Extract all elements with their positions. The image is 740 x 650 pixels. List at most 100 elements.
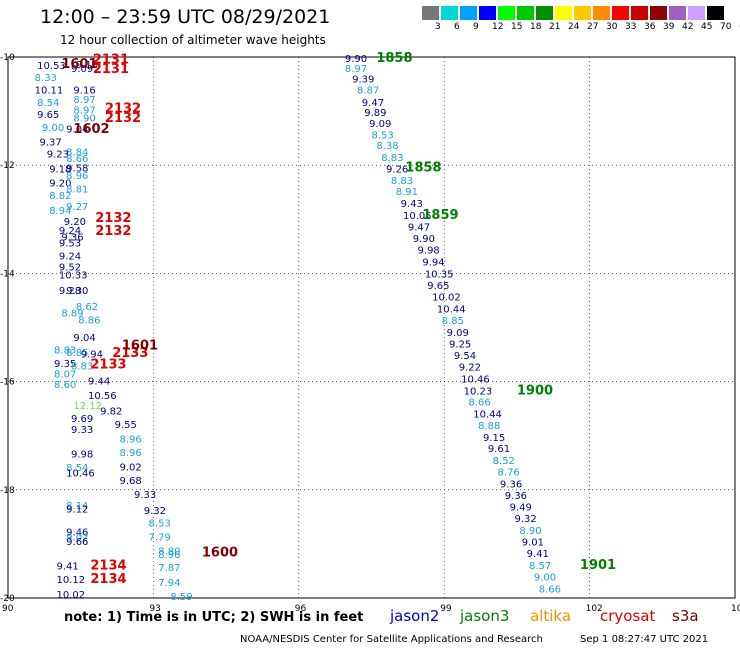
time-label: 2134 bbox=[90, 559, 126, 574]
wave-height-value: 8.87 bbox=[357, 85, 379, 96]
color-scale-label: 9 bbox=[473, 22, 479, 32]
color-scale-label: 30 bbox=[606, 22, 618, 32]
wave-height-value: 8.89 bbox=[61, 308, 83, 319]
color-scale-label: 27 bbox=[587, 22, 599, 32]
wave-height-value: 10.02 bbox=[432, 293, 461, 304]
wave-height-value: 9.61 bbox=[488, 444, 510, 455]
wave-height-value: 9.90 bbox=[345, 54, 367, 65]
wave-height-value: 8.38 bbox=[376, 141, 398, 152]
wave-height-value: 9.37 bbox=[40, 137, 62, 148]
time-label: 1602 bbox=[73, 122, 109, 137]
color-scale-label: 18 bbox=[530, 22, 542, 32]
wave-height-value: 9.09 bbox=[447, 328, 469, 339]
color-swatch bbox=[574, 6, 591, 20]
time-label: 1900 bbox=[517, 383, 553, 398]
color-scale-label: 45 bbox=[701, 22, 713, 32]
wave-height-value: 8.83 bbox=[54, 346, 76, 357]
wave-height-value: 7.79 bbox=[149, 532, 171, 543]
wave-height-value: 10.44 bbox=[473, 410, 502, 421]
wave-height-value: 7.87 bbox=[158, 563, 180, 574]
wave-height-value: 9.90 bbox=[413, 234, 435, 245]
wave-height-value: 9.98 bbox=[71, 450, 93, 461]
wave-height-value: 9.69 bbox=[71, 414, 93, 425]
wave-height-value: 9.66 bbox=[66, 537, 88, 548]
wave-height-value: 9.04 bbox=[73, 333, 95, 344]
wave-height-value: 8.97 bbox=[73, 105, 95, 116]
wave-height-value: 10.02 bbox=[56, 590, 85, 601]
wave-height-value: 8.76 bbox=[498, 467, 520, 478]
color-swatch bbox=[441, 6, 458, 20]
x-tick-label: 90 bbox=[2, 604, 14, 614]
wave-height-value: 9.24 bbox=[59, 252, 81, 263]
color-scale-label: 15 bbox=[511, 22, 523, 32]
wave-height-value: 10.35 bbox=[425, 269, 454, 280]
wave-height-value: 9.49 bbox=[510, 503, 532, 514]
time-label: 2131 bbox=[93, 62, 129, 77]
color-scale-label: 6 bbox=[454, 22, 460, 32]
wave-height-value: 9.36 bbox=[505, 491, 527, 502]
y-tick-label: -16 bbox=[0, 378, 15, 388]
time-label: 1858 bbox=[376, 51, 412, 66]
axis-ticks: 90 93 96 99 102 105 -10 -12 -14 -16 -18 -20 bbox=[0, 53, 740, 614]
wave-height-value: 9.20 bbox=[49, 179, 71, 190]
footnote: note: 1) Time is in UTC; 2) SWH is in fe… bbox=[64, 610, 364, 625]
color-scale-label: 12 bbox=[492, 22, 504, 32]
wave-height-value: 9.00 bbox=[42, 123, 64, 134]
color-scale-label: 21 bbox=[549, 22, 561, 32]
wave-height-value: 10.33 bbox=[59, 270, 88, 281]
wave-height-value: 9.43 bbox=[401, 199, 423, 210]
wave-height-value: 8.88 bbox=[478, 421, 500, 432]
wave-height-value: 9.27 bbox=[66, 202, 88, 213]
time-label: 1601 bbox=[61, 57, 97, 72]
wave-height-value: 9.18 bbox=[49, 164, 71, 175]
wave-height-value: 9.16 bbox=[73, 85, 95, 96]
wave-height-value: 10.05 bbox=[403, 211, 432, 222]
wave-height-value: 9.15 bbox=[483, 433, 505, 444]
wave-height-value: 9.10 bbox=[76, 60, 98, 71]
y-tick-label: -10 bbox=[0, 53, 15, 63]
wave-height-value: 9.89 bbox=[364, 108, 386, 119]
wave-height-value: 9.47 bbox=[408, 222, 430, 233]
wave-height-value: 8.80 bbox=[158, 546, 180, 557]
wave-height-value: 10.53 bbox=[37, 61, 66, 72]
wave-height-value: 9.47 bbox=[362, 98, 384, 109]
wave-height-value: 9.33 bbox=[71, 425, 93, 436]
wave-height-value: 9.01 bbox=[522, 538, 544, 549]
wave-height-value: 9.02 bbox=[119, 463, 141, 474]
wave-height-value: 9.94 bbox=[422, 257, 444, 268]
legend-cryosat: cryosat bbox=[600, 607, 656, 625]
wave-height-value: 10.46 bbox=[461, 374, 490, 385]
wave-height-value: 9.54 bbox=[454, 351, 476, 362]
time-label: 1601 bbox=[122, 338, 158, 353]
color-swatch bbox=[650, 6, 667, 20]
time-label: 2131 bbox=[93, 53, 129, 68]
wave-height-value: 8.96 bbox=[119, 448, 141, 459]
wave-height-value: 10.56 bbox=[88, 391, 117, 402]
wave-height-value: 8.82 bbox=[49, 191, 71, 202]
y-tick-label: -18 bbox=[0, 486, 15, 496]
wave-height-value: 9.44 bbox=[88, 377, 110, 388]
wave-height-value: 8.83 bbox=[391, 176, 413, 187]
color-scale-label: 33 bbox=[625, 22, 637, 32]
wave-height-value: 8.96 bbox=[66, 171, 88, 182]
color-scale-label: 42 bbox=[682, 22, 694, 32]
wave-height-value: 10.23 bbox=[464, 386, 493, 397]
wave-height-value: 9.26 bbox=[386, 164, 408, 175]
plot-frame bbox=[7, 56, 736, 599]
timestamp: Sep 1 08:27:47 UTC 2021 bbox=[580, 634, 709, 645]
wave-height-value: 10.44 bbox=[437, 305, 466, 316]
wave-height-value: 9.02 bbox=[66, 532, 88, 543]
x-tick-label: 105 bbox=[731, 604, 740, 614]
wave-height-value: 9.32 bbox=[514, 514, 536, 525]
wave-height-value: 8.33 bbox=[35, 73, 57, 84]
color-swatch bbox=[498, 6, 515, 20]
wave-height-value: 8.66 bbox=[66, 154, 88, 165]
time-label: 2133 bbox=[112, 346, 148, 361]
wave-height-value: 8.53 bbox=[149, 518, 171, 529]
time-label: 1858 bbox=[405, 160, 441, 175]
time-label: 2132 bbox=[95, 224, 131, 239]
wave-height-value: 9.12 bbox=[66, 505, 88, 516]
color-swatch bbox=[669, 6, 686, 20]
wave-height-value: 10.12 bbox=[56, 575, 85, 586]
